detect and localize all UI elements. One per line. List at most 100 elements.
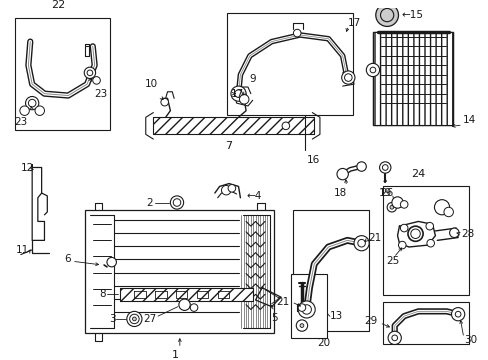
Text: 25: 25 <box>386 256 399 266</box>
Text: ←15: ←15 <box>401 10 423 20</box>
Circle shape <box>386 203 396 212</box>
Circle shape <box>433 200 448 215</box>
Bar <box>227 13 352 116</box>
Circle shape <box>300 324 303 328</box>
Circle shape <box>298 304 305 311</box>
Text: 16: 16 <box>306 155 319 165</box>
Circle shape <box>336 168 347 180</box>
Text: 10: 10 <box>144 79 158 89</box>
Circle shape <box>391 197 403 208</box>
Circle shape <box>132 317 136 321</box>
Text: 13: 13 <box>329 311 342 321</box>
Text: 2: 2 <box>146 198 153 207</box>
Text: 19: 19 <box>378 188 391 198</box>
Circle shape <box>35 106 44 116</box>
Circle shape <box>296 320 307 331</box>
Text: 23: 23 <box>95 89 108 99</box>
Circle shape <box>400 201 407 208</box>
Text: 26: 26 <box>380 188 393 198</box>
Circle shape <box>353 236 368 251</box>
Circle shape <box>161 98 168 106</box>
Circle shape <box>190 304 198 311</box>
Circle shape <box>369 67 375 73</box>
Text: 9: 9 <box>249 74 256 84</box>
Text: 1: 1 <box>171 350 178 360</box>
Bar <box>120 288 252 301</box>
Circle shape <box>389 205 393 209</box>
Text: 27: 27 <box>142 314 156 324</box>
Circle shape <box>356 162 366 171</box>
Circle shape <box>25 96 39 110</box>
Text: 22: 22 <box>51 0 66 10</box>
Text: 7: 7 <box>225 141 232 151</box>
Text: 21: 21 <box>367 233 381 243</box>
Circle shape <box>298 301 315 318</box>
Circle shape <box>237 93 246 102</box>
Bar <box>85 210 274 333</box>
Text: ←4: ←4 <box>245 191 261 201</box>
Bar <box>153 117 314 134</box>
Bar <box>15 18 110 130</box>
Text: 6: 6 <box>64 254 71 264</box>
Text: 21: 21 <box>276 297 289 307</box>
Circle shape <box>366 63 379 77</box>
Circle shape <box>344 74 351 81</box>
Circle shape <box>221 185 230 195</box>
Text: 14: 14 <box>462 115 475 125</box>
Circle shape <box>20 106 29 116</box>
Bar <box>383 186 468 295</box>
Circle shape <box>107 257 116 267</box>
Text: 12: 12 <box>21 163 34 173</box>
Circle shape <box>84 67 95 78</box>
Circle shape <box>400 224 407 232</box>
Circle shape <box>87 70 93 76</box>
Text: 30: 30 <box>463 335 476 345</box>
Circle shape <box>129 314 139 324</box>
Circle shape <box>341 71 354 84</box>
Circle shape <box>443 207 452 217</box>
Circle shape <box>234 90 242 98</box>
Circle shape <box>93 77 100 84</box>
Circle shape <box>450 307 464 321</box>
Circle shape <box>126 311 142 327</box>
Circle shape <box>448 228 458 238</box>
Text: 23: 23 <box>14 117 27 127</box>
Circle shape <box>379 162 390 173</box>
Text: 3: 3 <box>109 314 115 324</box>
Circle shape <box>173 199 181 206</box>
Circle shape <box>239 95 248 104</box>
Circle shape <box>398 241 405 249</box>
Bar <box>290 274 326 338</box>
Circle shape <box>301 305 311 314</box>
Circle shape <box>382 165 387 170</box>
Circle shape <box>282 122 289 130</box>
Circle shape <box>426 239 433 247</box>
Text: 17: 17 <box>230 89 244 99</box>
Text: 28: 28 <box>460 229 473 239</box>
Bar <box>293 210 368 331</box>
Text: 29: 29 <box>364 316 377 326</box>
Text: 5: 5 <box>271 313 277 323</box>
Circle shape <box>410 229 419 238</box>
Circle shape <box>28 99 36 107</box>
Circle shape <box>227 185 235 192</box>
Circle shape <box>293 29 301 37</box>
Circle shape <box>170 196 183 209</box>
Bar <box>372 32 452 125</box>
Circle shape <box>391 335 397 341</box>
Text: 20: 20 <box>317 338 329 348</box>
Circle shape <box>357 239 365 247</box>
Text: 11: 11 <box>16 245 29 255</box>
Circle shape <box>179 299 190 310</box>
Circle shape <box>230 86 245 101</box>
Text: 24: 24 <box>410 169 425 179</box>
Circle shape <box>375 4 398 26</box>
Circle shape <box>387 331 401 345</box>
Text: 18: 18 <box>333 188 346 198</box>
Text: 8: 8 <box>99 289 106 299</box>
Text: 17: 17 <box>346 18 360 28</box>
Circle shape <box>380 9 393 22</box>
Circle shape <box>454 311 460 317</box>
Circle shape <box>425 222 433 230</box>
Bar <box>372 32 452 125</box>
